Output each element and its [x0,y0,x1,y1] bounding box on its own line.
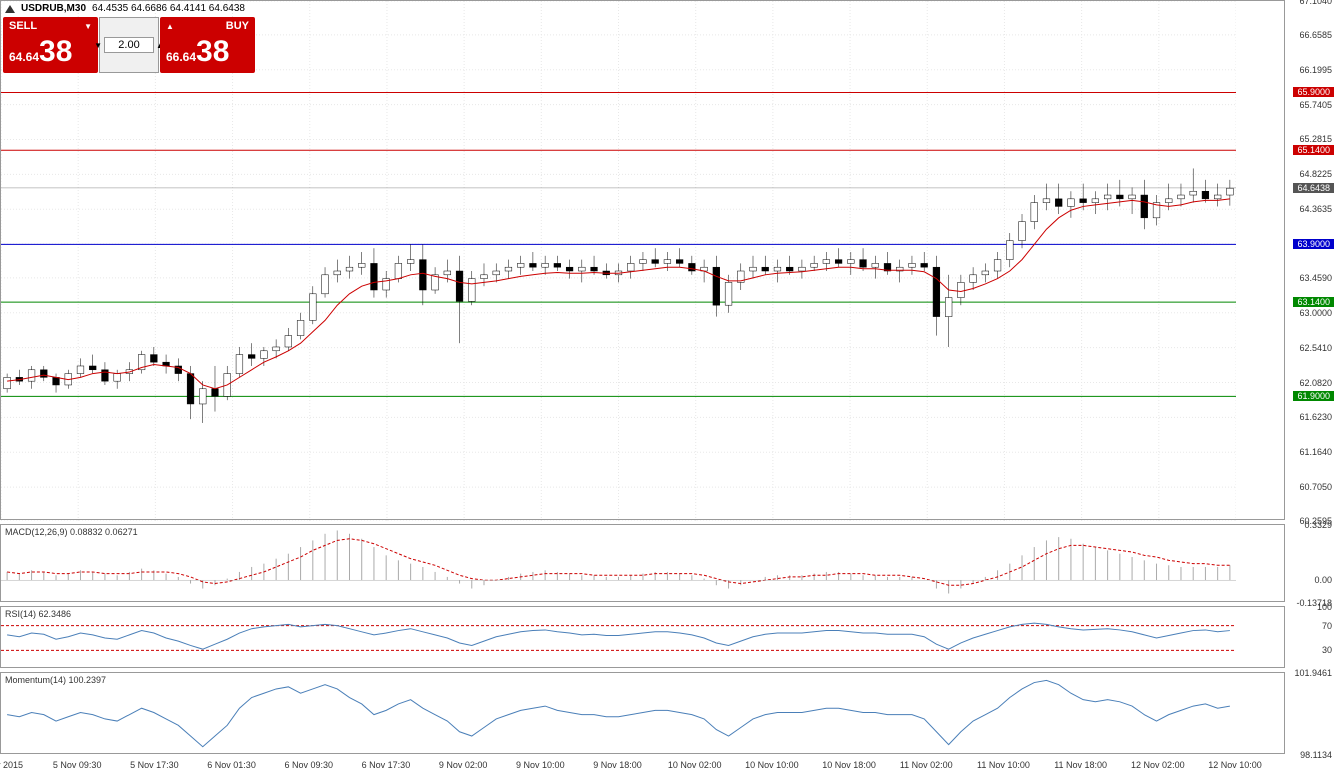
x-tick-label: 6 Nov 01:30 [207,760,256,770]
buy-price-prefix: 66.64 [166,50,196,64]
hline-price-label: 63.9000 [1293,239,1334,249]
time-axis: 5 Nov 2015 5 Nov 09:30 5 Nov 17:30 6 Nov 01… [0,756,1285,780]
y-tick-label: 62.5410 [1299,343,1332,353]
x-tick-label: 10 Nov 18:00 [822,760,876,770]
x-tick-label: 5 Nov 17:30 [130,760,179,770]
hline-price-label: 63.1400 [1293,297,1334,307]
y-tick-label: 66.6585 [1299,30,1332,40]
chart-header: USDRUB,M30 64.4535 64.6686 64.4141 64.64… [5,3,245,14]
momentum-y-tick: 101.9461 [1294,668,1332,678]
x-tick-label: 11 Nov 18:00 [1054,760,1107,770]
x-tick-label: 9 Nov 18:00 [593,760,642,770]
y-tick-label: 64.3635 [1299,204,1332,214]
sell-price-prefix: 64.64 [9,50,39,64]
x-tick-label: 12 Nov 02:00 [1131,760,1185,770]
x-tick-label: 6 Nov 17:30 [362,760,411,770]
rsi-chart[interactable]: RSI(14) 62.3486 1007030 [0,606,1285,668]
x-tick-label: 9 Nov 02:00 [439,760,488,770]
x-tick-label: 11 Nov 02:00 [900,760,953,770]
rsi-y-axis: 1007030 [1284,607,1334,667]
current-price-label: 64.6438 [1293,183,1334,193]
y-tick-label: 65.2815 [1299,134,1332,144]
y-tick-label: 64.8225 [1299,169,1332,179]
momentum-label: Momentum(14) 100.2397 [5,675,106,685]
rsi-label: RSI(14) 62.3486 [5,609,71,619]
sell-button[interactable]: SELL ▼ 64.64 38 [3,17,98,73]
y-tick-label: 65.7405 [1299,100,1332,110]
qty-down-icon[interactable]: ▼ [94,41,102,50]
y-tick-label: 61.6230 [1299,412,1332,422]
x-tick-label: 9 Nov 10:00 [516,760,565,770]
y-tick-label: 67.1040 [1299,0,1332,6]
rsi-y-tick: 30 [1322,645,1332,655]
macd-svg [1,525,1236,603]
quantity-input[interactable] [104,37,154,53]
y-tick-label: 63.4590 [1299,273,1332,283]
x-tick-label: 12 Nov 10:00 [1208,760,1262,770]
macd-label: MACD(12,26,9) 0.08832 0.06271 [5,527,138,537]
rsi-y-tick: 100 [1317,602,1332,612]
sell-label: SELL [9,20,37,32]
momentum-chart[interactable]: Momentum(14) 100.2397 101.946198.1134 [0,672,1285,754]
macd-y-axis: 0.33290.00-0.13718 [1284,525,1334,601]
macd-chart[interactable]: MACD(12,26,9) 0.08832 0.06271 0.33290.00… [0,524,1285,602]
main-y-axis: 67.1040 66.6585 66.1995 65.7405 65.2815 64.82… [1284,1,1334,519]
x-tick-label: 6 Nov 09:30 [284,760,333,770]
buy-label: BUY [226,20,249,32]
y-tick-label: 63.0000 [1299,308,1332,318]
x-tick-label: 5 Nov 09:30 [53,760,102,770]
hline-price-label: 65.1400 [1293,145,1334,155]
buy-spin-icon[interactable]: ▲ [166,22,174,31]
macd-y-tick: 0.00 [1314,575,1332,585]
quantity-box: ▼ ▲ [99,17,159,73]
symbol-label: USDRUB,M30 [21,3,86,14]
rsi-y-tick: 70 [1322,621,1332,631]
x-tick-label: 10 Nov 10:00 [745,760,799,770]
trade-panel: SELL ▼ 64.64 38 ▼ ▲ ▲ BUY 66.64 38 [3,17,255,73]
momentum-svg [1,673,1236,755]
y-tick-label: 60.7050 [1299,482,1332,492]
buy-price-big: 38 [196,37,229,67]
y-tick-label: 66.1995 [1299,65,1332,75]
x-tick-label: 10 Nov 02:00 [668,760,722,770]
hline-price-label: 65.9000 [1293,87,1334,97]
chart-caret-icon [5,5,15,13]
momentum-y-axis: 101.946198.1134 [1284,673,1334,753]
main-price-chart[interactable]: USDRUB,M30 64.4535 64.6686 64.4141 64.64… [0,0,1285,520]
y-tick-label: 61.1640 [1299,447,1332,457]
hline-price-label: 61.9000 [1293,391,1334,401]
buy-button[interactable]: ▲ BUY 66.64 38 [160,17,255,73]
y-tick-label: 62.0820 [1299,378,1332,388]
sell-price-big: 38 [39,37,72,67]
momentum-y-tick: 98.1134 [1300,750,1332,760]
x-tick-label: 5 Nov 2015 [0,760,23,770]
sell-spin-icon[interactable]: ▼ [84,22,92,31]
main-chart-svg [1,1,1236,521]
quote-values: 64.4535 64.6686 64.4141 64.6438 [92,3,245,14]
rsi-svg [1,607,1236,669]
macd-y-tick: 0.3329 [1304,520,1332,530]
x-tick-label: 11 Nov 10:00 [977,760,1030,770]
